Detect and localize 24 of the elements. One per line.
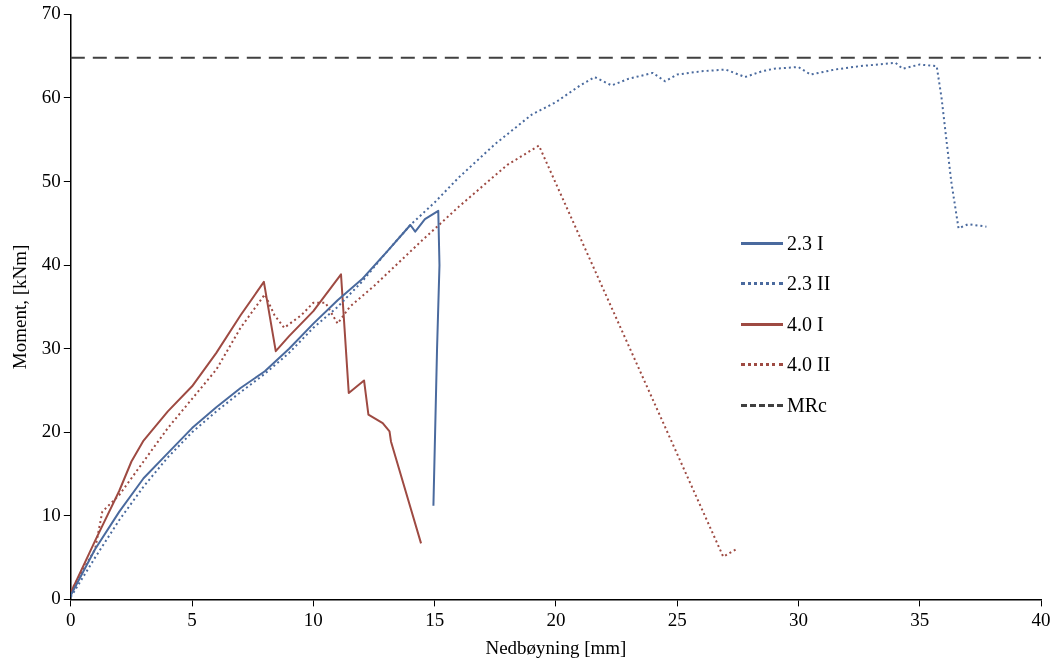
x-tick-label: 10 [303,608,323,630]
y-tick-label: 50 [41,169,61,191]
x-tick-label: 20 [546,608,566,630]
x-tick-label: 15 [425,608,445,630]
y-tick-label: 10 [41,503,61,525]
x-tick-label: 40 [1031,608,1051,630]
x-tick-label: 30 [788,608,808,630]
legend-label: 4.0 II [787,353,831,377]
y-tick-label: 70 [41,2,61,24]
y-tick-label: 60 [41,85,61,107]
legend-label: 2.3 I [787,231,824,255]
x-tick-label: 5 [187,608,197,630]
x-axis-title: Nedbøyning [mm] [485,636,627,658]
y-tick-label: 30 [41,336,61,358]
y-tick-label: 40 [41,253,61,275]
x-tick-label: 35 [910,608,930,630]
legend-label: 2.3 II [787,272,831,296]
legend-label: 4.0 I [787,312,824,336]
x-tick-label: 0 [66,608,76,630]
legend-label: MRc [787,393,827,417]
y-tick-label: 0 [51,587,61,609]
x-tick-label: 25 [667,608,687,630]
y-axis-title: Moment, [kNm] [9,244,31,370]
y-tick-label: 20 [41,420,61,442]
